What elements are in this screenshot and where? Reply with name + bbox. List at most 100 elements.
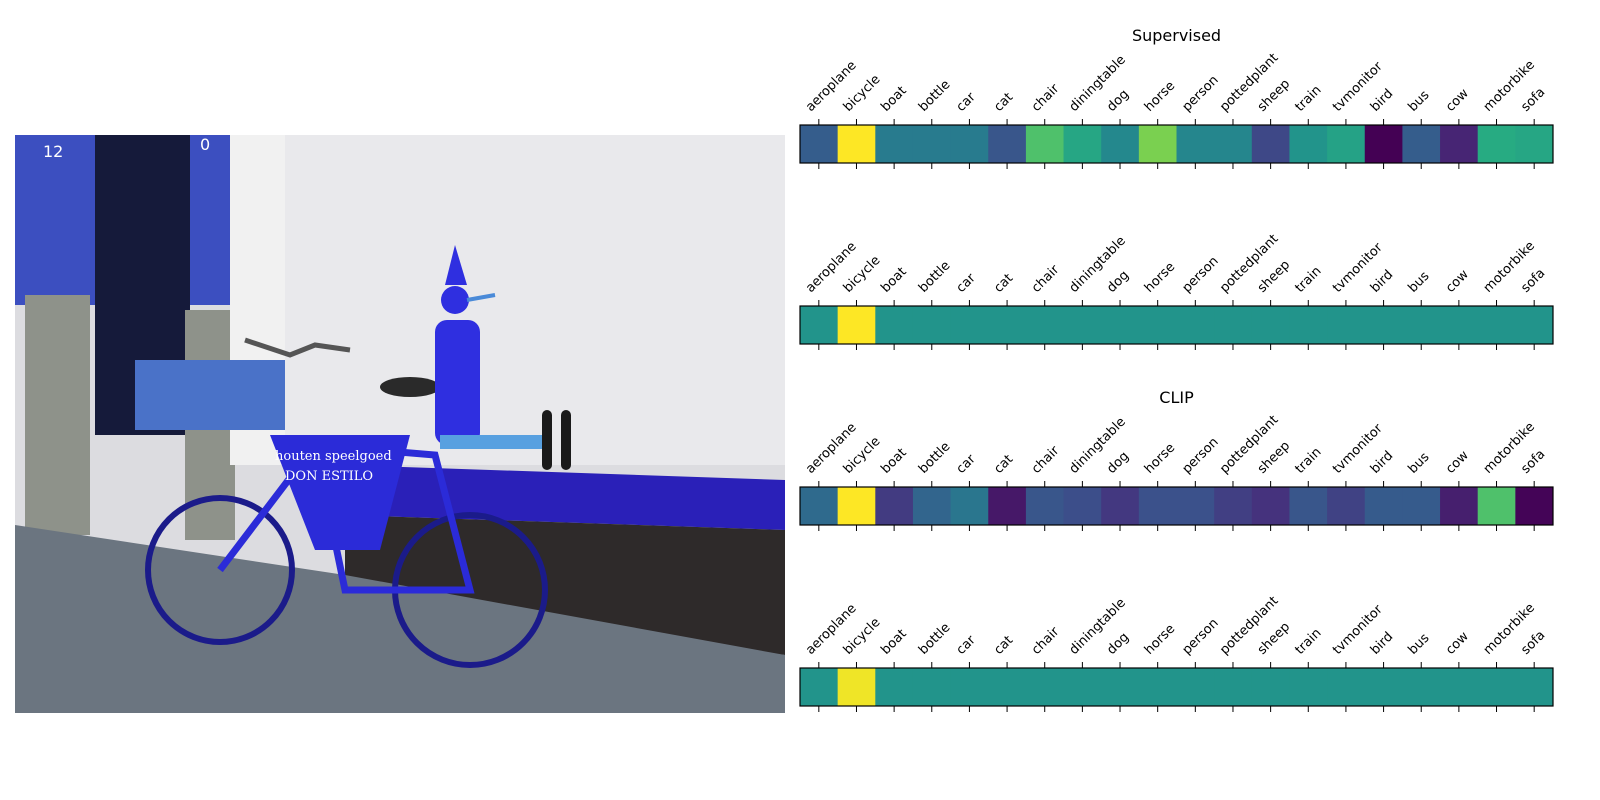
heatmap-cell-tvmonitor — [1327, 306, 1366, 344]
tick-label-bus: bus — [1405, 269, 1432, 296]
heatmap-cell-sheep — [1251, 487, 1290, 525]
heatmap-cell-cow — [1440, 306, 1479, 344]
brick-lower-wall — [345, 515, 785, 655]
tick-label-sheep: sheep — [1255, 438, 1293, 476]
pinocchio-head — [441, 286, 469, 314]
tick-label-cat: cat — [991, 90, 1016, 115]
heatmap-cell-sheep — [1251, 306, 1290, 344]
tick-label-bus: bus — [1405, 450, 1432, 477]
tick-label-chair: chair — [1029, 262, 1063, 296]
tick-label-bottle: bottle — [916, 258, 953, 295]
tick-label-bottle: bottle — [916, 620, 953, 657]
heatmap-cell-sofa — [1515, 125, 1554, 163]
heatmap-cell-diningtable — [1063, 125, 1102, 163]
tick-label-horse: horse — [1142, 79, 1178, 115]
heatmap-cell-bicycle — [837, 125, 876, 163]
tick-label-dog: dog — [1104, 268, 1132, 296]
heatmap-cell-car — [950, 668, 989, 706]
heatmap-cell-sofa — [1515, 668, 1554, 706]
tick-label-sofa: sofa — [1518, 447, 1548, 477]
heatmap-cell-pottedplant — [1214, 125, 1253, 163]
tick-label-bus: bus — [1405, 88, 1432, 115]
heatmap-cell-dog — [1101, 487, 1140, 525]
heatmap-cell-chair — [1025, 125, 1065, 163]
heatmap-cell-bottle — [912, 487, 952, 525]
heatmap-cell-bus — [1402, 487, 1441, 525]
tick-label-horse: horse — [1142, 622, 1178, 658]
tick-label-chair: chair — [1029, 624, 1063, 658]
white-wall — [285, 135, 785, 465]
heatmap-border — [799, 486, 1554, 526]
pinocchio-nose — [466, 293, 496, 302]
heatmap-cell-pottedplant — [1214, 306, 1253, 344]
heatmap-cell-boat — [875, 487, 914, 525]
tick-label-horse: horse — [1142, 441, 1178, 477]
tick-label-person: person — [1180, 254, 1222, 296]
tick-label-sofa: sofa — [1518, 266, 1548, 296]
tick-label-bottle: bottle — [916, 77, 953, 114]
heatmap-cell-tvmonitor — [1327, 487, 1366, 525]
heatmap-cell-bird — [1364, 306, 1403, 344]
heatmap-cell-pottedplant — [1214, 487, 1253, 525]
pinocchio-hat — [445, 245, 467, 285]
heatmap-cell-horse — [1138, 668, 1177, 706]
heatmap-cell-bus — [1402, 668, 1441, 706]
heatmap-cell-cat — [988, 487, 1027, 525]
tick-label-train: train — [1292, 264, 1324, 296]
heatmap-cell-bicycle — [837, 487, 876, 525]
heatmap-cell-aeroplane — [800, 306, 839, 344]
heatmap-border — [799, 124, 1554, 164]
tick-label-dog: dog — [1104, 87, 1132, 115]
heatmap-cell-sheep — [1251, 668, 1290, 706]
heatmap-cell-sofa — [1515, 306, 1554, 344]
heatmap-cell-chair — [1025, 306, 1065, 344]
heatmap-cell-diningtable — [1063, 487, 1102, 525]
tick-label-cat: cat — [991, 452, 1016, 477]
heatmap-cell-sheep — [1251, 125, 1290, 163]
tick-label-sofa: sofa — [1518, 628, 1548, 658]
tick-label-cow: cow — [1443, 629, 1472, 658]
heatmap-cell-cat — [988, 668, 1027, 706]
heatmap-cell-boat — [875, 306, 914, 344]
tick-label-car: car — [954, 451, 980, 477]
panel-title: CLIP — [1159, 388, 1194, 407]
pinocchio-body — [435, 320, 480, 445]
heatmap-cell-bus — [1402, 306, 1441, 344]
heatmap-cell-boat — [875, 668, 914, 706]
heatmap-cell-horse — [1138, 306, 1177, 344]
tick-label-car: car — [954, 270, 980, 296]
heatmap-cell-train — [1289, 668, 1328, 706]
heatmap-cell-bird — [1364, 487, 1403, 525]
heatmap-cell-diningtable — [1063, 668, 1102, 706]
heatmap-cell-chair — [1025, 487, 1065, 525]
door-number-right: 0 — [200, 135, 210, 154]
tick-label-chair: chair — [1029, 443, 1063, 477]
heatmap-cell-diningtable — [1063, 306, 1102, 344]
heatmap-cell-chair — [1025, 668, 1065, 706]
heatmap-cell-bottle — [912, 125, 952, 163]
tick-label-train: train — [1292, 626, 1324, 658]
tick-label-cow: cow — [1443, 86, 1472, 115]
stone-pillar-left — [25, 295, 90, 535]
heatmap-cell-person — [1176, 668, 1215, 706]
tick-label-cat: cat — [991, 271, 1016, 296]
tick-label-sheep: sheep — [1255, 257, 1293, 295]
heatmap-cell-motorbike — [1477, 668, 1516, 706]
heatmap-cell-bird — [1364, 125, 1403, 163]
heatmap-cell-train — [1289, 306, 1328, 344]
shoe-left — [542, 410, 552, 470]
bike-seat — [380, 377, 440, 397]
tick-label-sofa: sofa — [1518, 85, 1548, 115]
tick-label-train: train — [1292, 445, 1324, 477]
heatmap-cell-motorbike — [1477, 487, 1516, 525]
tick-label-boat: boat — [878, 265, 909, 296]
heatmap-cell-pottedplant — [1214, 668, 1253, 706]
tick-label-sheep: sheep — [1255, 76, 1293, 114]
tick-label-boat: boat — [878, 627, 909, 658]
heatmap-cell-cow — [1440, 668, 1479, 706]
tick-label-boat: boat — [878, 84, 909, 115]
sign-plate — [270, 435, 410, 550]
heatmap-cell-aeroplane — [800, 668, 839, 706]
pinocchio-legs — [440, 435, 550, 449]
